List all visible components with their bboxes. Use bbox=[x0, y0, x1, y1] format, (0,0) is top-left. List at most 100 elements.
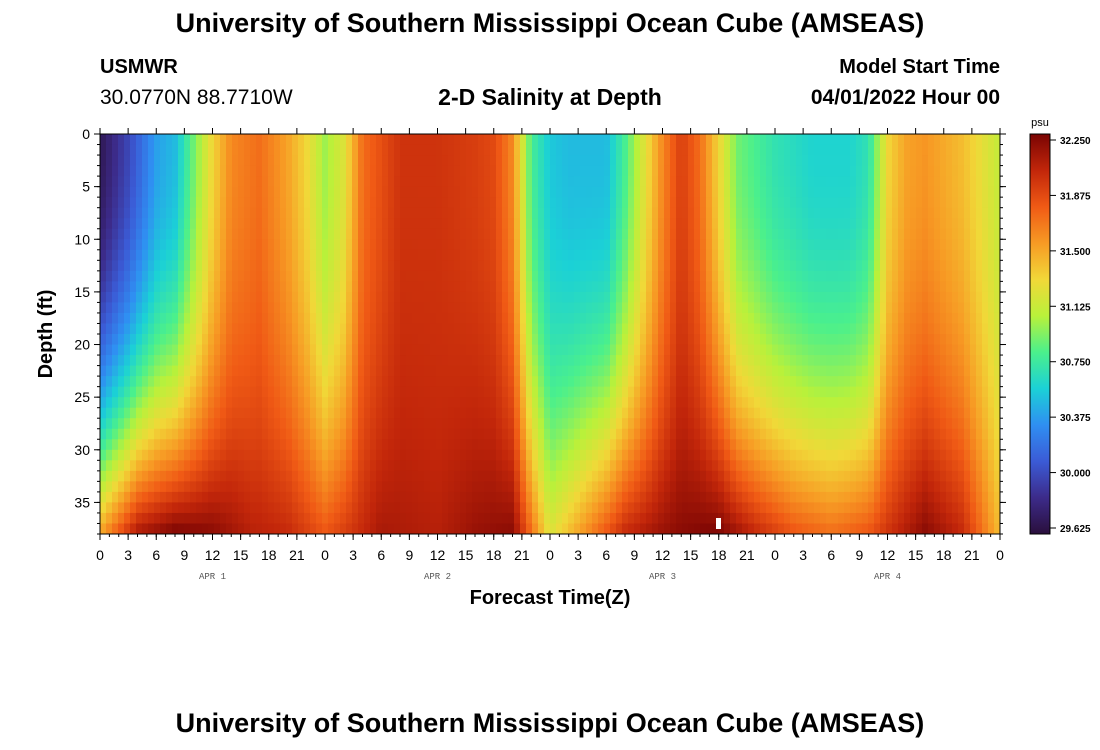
heatmap-cell bbox=[112, 460, 119, 472]
heatmap-cell bbox=[496, 512, 503, 525]
heatmap-cell bbox=[514, 428, 521, 440]
heatmap-cell bbox=[316, 312, 323, 325]
heatmap-cell bbox=[544, 355, 551, 367]
heatmap-cell bbox=[748, 197, 755, 209]
heatmap-cell bbox=[802, 144, 809, 156]
heatmap-cell bbox=[364, 397, 371, 409]
heatmap-cell bbox=[118, 344, 125, 356]
heatmap-cell bbox=[760, 228, 767, 240]
heatmap-cell bbox=[556, 176, 563, 188]
heatmap-cell bbox=[568, 481, 575, 493]
heatmap-cell bbox=[496, 481, 503, 493]
heatmap-cell bbox=[586, 218, 593, 230]
heatmap-cell bbox=[682, 418, 689, 430]
heatmap-cell bbox=[730, 355, 737, 367]
heatmap-cell bbox=[328, 281, 335, 293]
heatmap-cell bbox=[616, 334, 623, 346]
heatmap-cell bbox=[376, 523, 383, 534]
heatmap-cell bbox=[298, 365, 305, 377]
heatmap-cell bbox=[214, 449, 221, 461]
heatmap-cell bbox=[760, 449, 767, 461]
heatmap-cell bbox=[184, 376, 191, 388]
heatmap-cell bbox=[442, 176, 449, 188]
heatmap-cell bbox=[616, 365, 623, 377]
heatmap-cell bbox=[688, 197, 695, 209]
heatmap-cell bbox=[100, 218, 107, 230]
heatmap-cell bbox=[886, 155, 893, 167]
heatmap-cell bbox=[508, 260, 515, 272]
heatmap-cell bbox=[718, 323, 725, 335]
heatmap-cell bbox=[604, 218, 611, 230]
heatmap-cell bbox=[142, 376, 149, 388]
heatmap-cell bbox=[370, 481, 377, 493]
heatmap-cell bbox=[394, 186, 401, 198]
heatmap-cell bbox=[712, 439, 719, 451]
heatmap-cell bbox=[658, 386, 665, 398]
heatmap-cell bbox=[256, 397, 263, 409]
heatmap-cell bbox=[130, 186, 137, 198]
heatmap-cell bbox=[268, 523, 275, 534]
heatmap-cell bbox=[406, 239, 413, 251]
heatmap-cell bbox=[742, 502, 749, 514]
heatmap-cell bbox=[112, 176, 119, 188]
heatmap-cell bbox=[862, 386, 869, 398]
heatmap-cell bbox=[604, 239, 611, 251]
heatmap-cell bbox=[712, 386, 719, 398]
heatmap-cell bbox=[676, 176, 683, 188]
heatmap-cell bbox=[280, 291, 287, 304]
heatmap-cell bbox=[190, 228, 197, 240]
heatmap-cell bbox=[340, 344, 347, 356]
heatmap-cell bbox=[376, 323, 383, 335]
heatmap-cell bbox=[148, 460, 155, 472]
heatmap-cell bbox=[874, 418, 881, 430]
heatmap-cell bbox=[502, 165, 509, 177]
heatmap-cell bbox=[310, 291, 317, 304]
heatmap-cell bbox=[514, 344, 521, 356]
heatmap-cell bbox=[502, 344, 509, 356]
heatmap-cell bbox=[502, 239, 509, 251]
heatmap-cell bbox=[562, 407, 569, 419]
heatmap-cell bbox=[622, 165, 629, 177]
heatmap-cell bbox=[268, 344, 275, 356]
heatmap-cell bbox=[658, 165, 665, 177]
heatmap-cell bbox=[184, 491, 191, 504]
heatmap-cell bbox=[496, 186, 503, 198]
heatmap-cell bbox=[808, 523, 815, 534]
heatmap-cell bbox=[802, 165, 809, 177]
heatmap-cell bbox=[250, 291, 257, 304]
heatmap-cell bbox=[820, 523, 827, 534]
heatmap-cell bbox=[136, 291, 143, 304]
heatmap-cell bbox=[682, 176, 689, 188]
heatmap-cell bbox=[670, 523, 677, 534]
heatmap-cell bbox=[196, 302, 203, 314]
heatmap-cell bbox=[682, 281, 689, 293]
heatmap-cell bbox=[286, 302, 293, 314]
heatmap-cell bbox=[736, 523, 743, 534]
heatmap-cell bbox=[742, 291, 749, 304]
heatmap-cell bbox=[436, 523, 443, 534]
heatmap-cell bbox=[832, 460, 839, 472]
heatmap-cell bbox=[130, 512, 137, 525]
heatmap-cell bbox=[130, 439, 137, 451]
heatmap-cell bbox=[586, 260, 593, 272]
heatmap-cell bbox=[244, 134, 251, 146]
heatmap-cell bbox=[220, 249, 227, 261]
heatmap-cell bbox=[646, 291, 653, 304]
heatmap-cell bbox=[700, 376, 707, 388]
heatmap-cell bbox=[190, 260, 197, 272]
heatmap-cell bbox=[238, 334, 245, 346]
heatmap-cell bbox=[466, 502, 473, 514]
heatmap-cell bbox=[244, 312, 251, 325]
heatmap-cell bbox=[220, 407, 227, 419]
heatmap-cell bbox=[496, 270, 503, 282]
heatmap-cell bbox=[634, 376, 641, 388]
heatmap-cell bbox=[136, 176, 143, 188]
heatmap-cell bbox=[388, 155, 395, 167]
heatmap-cell bbox=[424, 144, 431, 156]
heatmap-cell bbox=[694, 144, 701, 156]
heatmap-cell bbox=[802, 344, 809, 356]
heatmap-cell bbox=[376, 239, 383, 251]
heatmap-cell bbox=[286, 386, 293, 398]
heatmap-cell bbox=[880, 523, 887, 534]
heatmap-cell bbox=[250, 249, 257, 261]
